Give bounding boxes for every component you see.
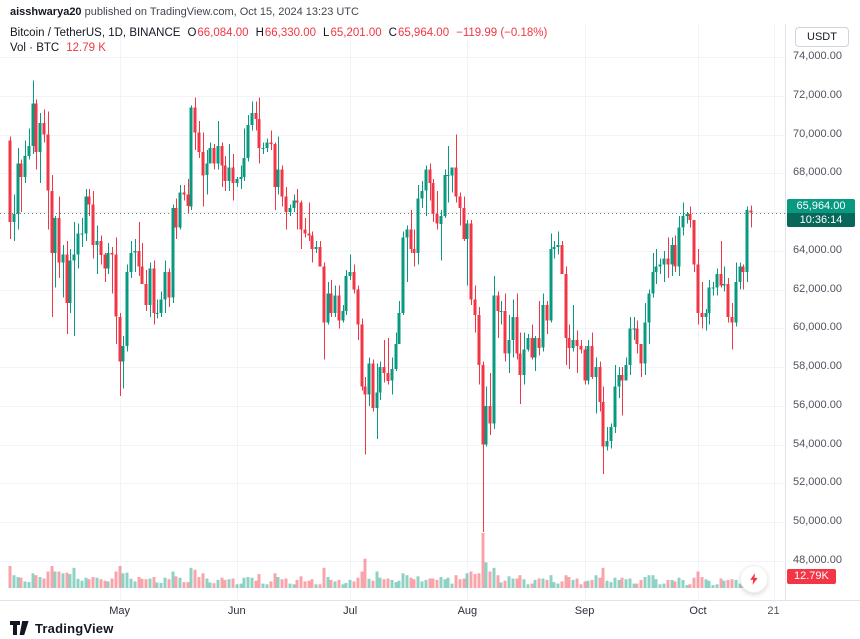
low-label: L — [323, 27, 330, 39]
price-axis[interactable]: USDT 74,000.00 72,000.00 70,000.00 68,000.0… — [785, 24, 860, 600]
close-label: C — [388, 27, 397, 39]
volume-axis-badge: 12.79K — [787, 569, 836, 584]
time-axis[interactable]: May Jun Jul Aug Sep Oct 21 — [0, 600, 860, 620]
price-tick-label: 62,000.00 — [793, 282, 842, 295]
low-value: 65,201.00 — [330, 27, 382, 39]
candlestick-chart[interactable] — [0, 24, 785, 600]
currency-unit-button[interactable]: USDT — [795, 27, 849, 47]
price-tick-label: 74,000.00 — [793, 50, 842, 62]
tradingview-logo-icon — [10, 621, 29, 635]
price-tick-label: 54,000.00 — [793, 437, 842, 450]
footer: TradingView — [10, 619, 114, 637]
price-tick-labels: 74,000.0072,000.0070,000.0068,000.0066,0… — [786, 24, 860, 600]
time-tick-label: Aug — [457, 605, 478, 617]
price-tick-label: 70,000.00 — [793, 127, 842, 140]
price-tick-label: 64,000.00 — [793, 243, 842, 256]
price-tick-label: 52,000.00 — [793, 476, 842, 489]
time-tick-label: 21 — [767, 605, 780, 617]
attribution-text: aisshwarya20 published on TradingView.co… — [10, 6, 359, 18]
high-value: 66,330.00 — [264, 27, 317, 39]
price-tick-label: 50,000.00 — [793, 515, 842, 528]
price-tick-label: 56,000.00 — [793, 398, 842, 411]
chart-plot-area[interactable] — [0, 24, 785, 600]
price-tick-label: 72,000.00 — [793, 88, 842, 101]
brand-name[interactable]: TradingView — [35, 620, 114, 636]
volume-label[interactable]: Vol · BTC — [10, 42, 60, 54]
time-tick-label: Jul — [343, 605, 358, 617]
symbol-title[interactable]: Bitcoin / TetherUS, 1D, BINANCE — [10, 27, 181, 39]
volume-row: Vol · BTC 12.79 K — [10, 41, 547, 56]
close-value: 65,964.00 — [397, 27, 450, 39]
ohlc-open: O66,084.00 — [187, 26, 248, 41]
time-tick-label: Jun — [227, 605, 246, 617]
open-label: O — [187, 27, 197, 39]
last-price-badge: 65,964.00 10:36:14 — [787, 199, 855, 228]
time-tick-label: Oct — [689, 605, 707, 617]
price-tick-label: 58,000.00 — [793, 360, 842, 373]
volume-value: 12.79 K — [66, 42, 106, 54]
ohlc-close: C65,964.00 — [389, 26, 449, 41]
boost-button[interactable] — [740, 565, 768, 593]
change-value: −119.99 (−0.18%) — [456, 27, 548, 39]
last-price-value: 65,964.00 — [787, 199, 855, 214]
price-tick-label: 68,000.00 — [793, 166, 842, 179]
time-tick-label: May — [109, 605, 130, 617]
lightning-icon — [750, 573, 758, 585]
ohlc-low: L65,201.00 — [323, 26, 382, 41]
high-label: H — [255, 27, 264, 39]
symbol-row: Bitcoin / TetherUS, 1D, BINANCE O66,084.… — [10, 26, 547, 41]
attribution-detail: published on TradingView.com, Oct 15, 20… — [84, 6, 359, 18]
bar-countdown: 10:36:14 — [787, 213, 855, 228]
price-tick-label: 60,000.00 — [793, 321, 842, 334]
time-tick-labels: May Jun Jul Aug Sep Oct 21 — [0, 601, 860, 620]
ohlc-high: H66,330.00 — [256, 26, 316, 41]
price-tick-label: 48,000.00 — [793, 554, 842, 566]
chart-legend: Bitcoin / TetherUS, 1D, BINANCE O66,084.… — [10, 26, 547, 56]
author-name: aisshwarya20 — [10, 6, 82, 18]
time-tick-label: Sep — [574, 605, 595, 617]
open-value: 66,084.00 — [197, 27, 249, 39]
